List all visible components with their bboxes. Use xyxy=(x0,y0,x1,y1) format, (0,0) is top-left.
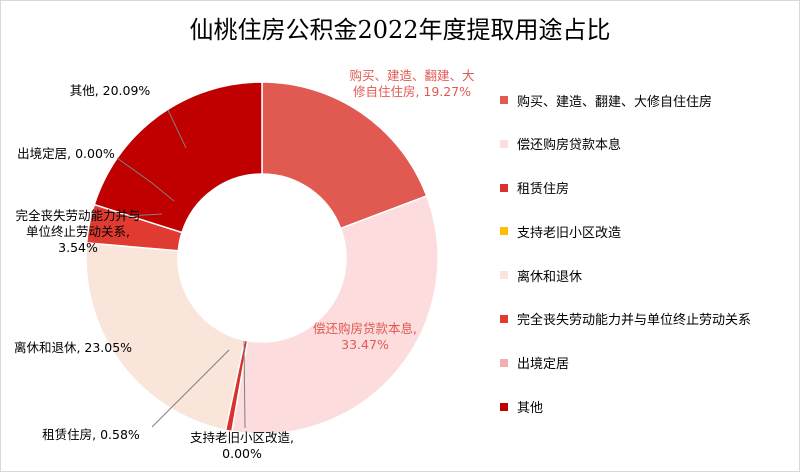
data-label-7: 出境定居, 0.00% xyxy=(17,146,115,161)
legend-item-3: 租赁住房 xyxy=(500,178,751,198)
legend-label-2: 偿还购房贷款本息 xyxy=(517,138,622,154)
legend-swatch-8 xyxy=(500,402,508,411)
leader-line-6 xyxy=(127,213,163,217)
slice-2 xyxy=(230,195,439,435)
legend-label-4: 支持老旧小区改造 xyxy=(517,225,622,241)
legend-label-5: 离休和退休 xyxy=(517,269,583,285)
legend-item-4: 支持老旧小区改造 xyxy=(500,221,751,241)
chart-title: 仙桃住房公积金2022年度提取用途占比 xyxy=(189,16,611,44)
legend-swatch-3 xyxy=(500,183,508,192)
legend-item-2: 偿还购房贷款本息 xyxy=(500,134,751,154)
data-label-8: 其他, 20.09% xyxy=(70,83,151,98)
legend-item-5: 离休和退休 xyxy=(500,265,751,285)
legend-item-1: 购买、建造、翻建、大修自住住房 xyxy=(500,90,751,110)
leader-line-4 xyxy=(243,340,246,429)
legend-label-6: 完全丧失劳动能力并与单位终止劳动关系 xyxy=(517,313,752,329)
data-label-2: 偿还购房贷款本息, 33.47% xyxy=(313,321,417,352)
slice-1 xyxy=(261,81,428,230)
legend-label-7: 出境定居 xyxy=(517,357,570,373)
data-label-6: 完全丧失劳动能力并与单位终止劳动关系, 3.54% xyxy=(15,208,140,255)
legend-swatch-2 xyxy=(500,139,508,148)
data-label-3: 租赁住房, 0.58% xyxy=(42,427,140,442)
legend-label-3: 租赁住房 xyxy=(517,182,570,198)
legend-swatch-6 xyxy=(500,314,508,323)
leader-line-7 xyxy=(116,157,175,202)
slice-5 xyxy=(85,242,246,432)
data-label-4: 支持老旧小区改造, 0.00% xyxy=(190,430,294,461)
legend: 购买、建造、翻建、大修自住住房 偿还购房贷款本息 租赁住房支持老旧小区改造 离休和退休… xyxy=(500,90,751,440)
legend-item-7: 出境定居 xyxy=(500,353,751,373)
legend-swatch-1 xyxy=(500,96,508,104)
legend-item-6: 完全丧失劳动能力并与单位终止劳动关系 xyxy=(500,309,751,329)
legend-label-1: 购买、建造、翻建、大修自住住房 xyxy=(517,94,713,110)
legend-label-8: 其他 xyxy=(517,401,544,417)
legend-item-8: 其他 xyxy=(500,397,751,417)
legend-swatch-7 xyxy=(500,358,508,367)
data-label-5: 离休和退休, 23.05% xyxy=(14,340,132,355)
legend-swatch-5 xyxy=(500,271,508,280)
slice-8 xyxy=(93,81,263,234)
leader-line-8 xyxy=(167,109,187,149)
legend-swatch-4 xyxy=(500,227,508,236)
data-label-1: 购买、建造、翻建、大修自住住房, 19.27% xyxy=(349,68,474,99)
leader-line-3 xyxy=(151,349,230,428)
